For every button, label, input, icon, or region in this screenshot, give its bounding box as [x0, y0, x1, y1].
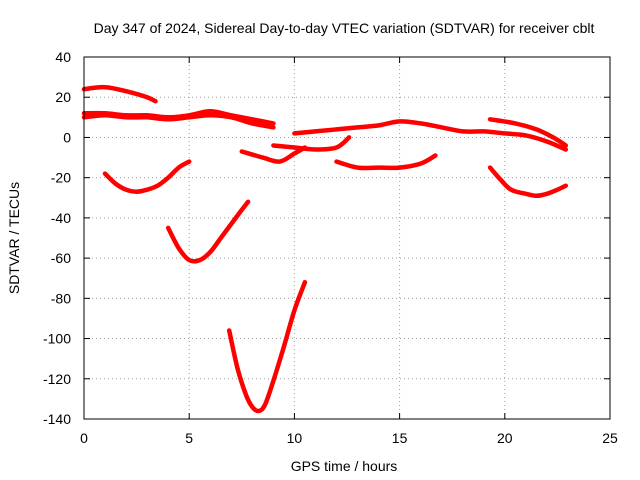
series-arc-5 [165, 199, 251, 264]
x-axis-label: GPS time / hours [291, 458, 398, 474]
y-tick-label: -100 [43, 331, 71, 347]
x-axis: 0 5 10 15 20 25 [80, 57, 618, 446]
x-tick-label: 25 [602, 430, 618, 446]
y-tick-label: -80 [51, 290, 71, 306]
series-arc-12 [487, 165, 569, 199]
y-tick-label: -60 [51, 250, 71, 266]
grid-lines [84, 57, 610, 419]
series-arc-1 [81, 84, 158, 104]
y-tick-label: -120 [43, 371, 71, 387]
series-arc-8 [271, 135, 352, 152]
y-tick-label: -140 [43, 411, 71, 427]
plot-frame [83, 56, 611, 420]
x-tick-label: 15 [392, 430, 408, 446]
x-tick-label: 0 [80, 430, 88, 446]
x-tick-label: 10 [287, 430, 303, 446]
series-arc-7 [239, 145, 308, 164]
x-tick-label: 5 [185, 430, 193, 446]
y-axis: -140 -120 -100 -80 -60 -40 -20 0 20 40 [43, 49, 610, 427]
y-tick-label: 20 [55, 89, 71, 105]
series-arc-11 [487, 117, 569, 148]
series-arc-3 [81, 113, 276, 130]
series-arc-9 [292, 119, 569, 152]
series-group [81, 84, 569, 414]
y-tick-label: 40 [55, 49, 71, 65]
y-tick-label: -40 [51, 210, 71, 226]
series-arc-4 [102, 159, 192, 194]
x-tick-label: 20 [497, 430, 513, 446]
series-arc-10 [334, 153, 438, 171]
chart-title: Day 347 of 2024, Sidereal Day-to-day VTE… [94, 20, 595, 36]
y-tick-label: 0 [63, 129, 71, 145]
series-arc-6 [226, 279, 308, 414]
y-tick-label: -20 [51, 170, 71, 186]
y-axis-label: SDTVAR / TECUs [6, 182, 22, 294]
